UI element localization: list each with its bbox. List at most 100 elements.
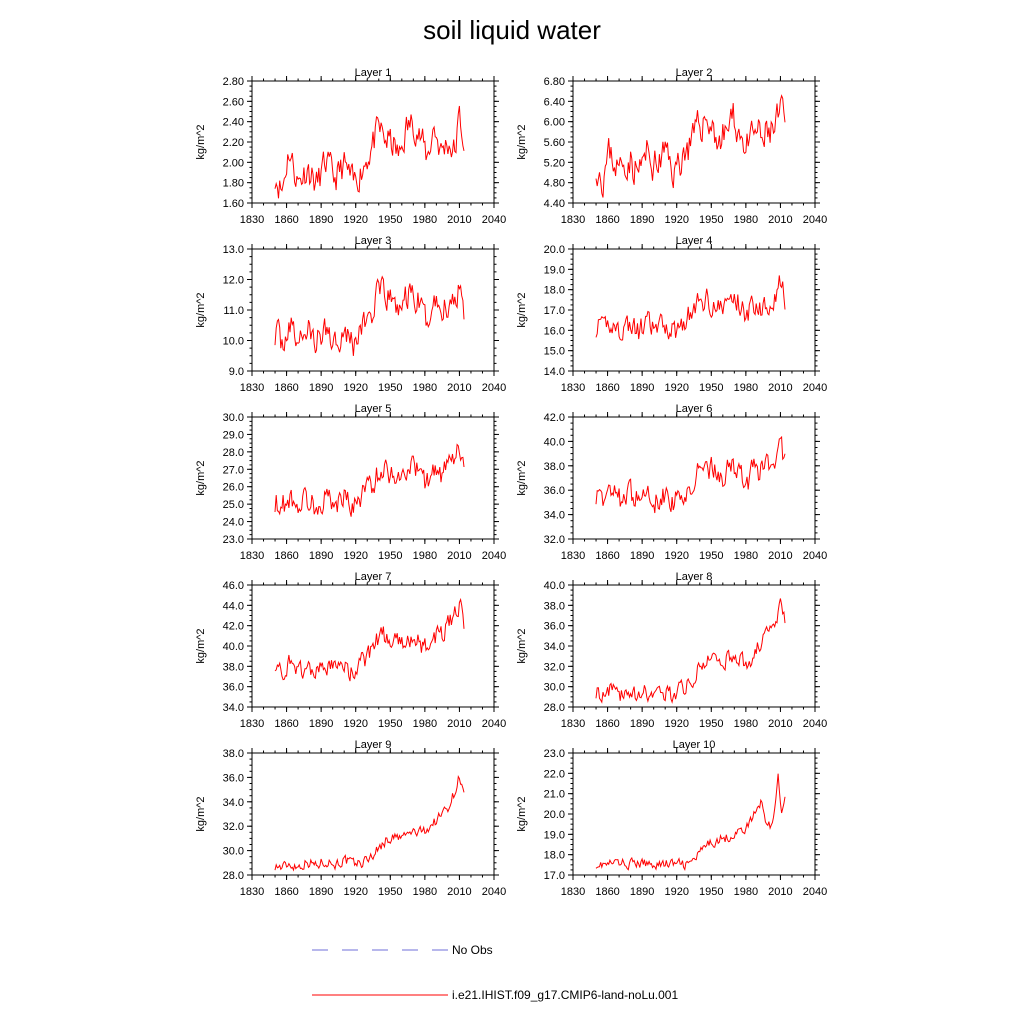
y-tick-label: 18.0 [544, 850, 565, 862]
chart-panel-4: Layer 4 1830 1860 1890 1920 1950 1980 2010 2040 1… [516, 235, 827, 394]
y-axis-label: kg/m^2 [516, 460, 528, 495]
x-tick-label: 1860 [595, 382, 619, 394]
legend-line-model-run [312, 994, 448, 996]
x-tick-label: 1890 [630, 718, 654, 730]
y-tick-label: 2.40 [223, 117, 244, 129]
y-axis-label: kg/m^2 [195, 460, 207, 495]
y-tick-label: 42.0 [544, 412, 565, 424]
chart-panel-2: Layer 2 1830 1860 1890 1920 1950 1980 2010 2040 4… [516, 67, 827, 226]
y-tick-label: 32.0 [223, 821, 244, 833]
y-tick-label: 34.0 [544, 510, 565, 522]
x-tick-label: 1890 [630, 550, 654, 562]
x-tick-label: 1860 [595, 550, 619, 562]
y-tick-label: 20.0 [544, 809, 565, 821]
y-axis-label: kg/m^2 [516, 292, 528, 327]
y-tick-label: 36.0 [223, 682, 244, 694]
x-tick-label: 1830 [561, 214, 585, 226]
x-tick-label: 1950 [378, 382, 402, 394]
chart-panel-5: Layer 5 1830 1860 1890 1920 1950 1980 2010 2040 2… [195, 403, 506, 562]
x-tick-label: 1890 [630, 886, 654, 898]
plot-frame [572, 416, 816, 540]
y-tick-label: 9.0 [229, 366, 244, 378]
y-tick-label: 30.0 [223, 846, 244, 858]
plot-frame [251, 584, 495, 708]
y-tick-label: 2.00 [223, 157, 244, 169]
series-line [595, 773, 786, 872]
y-tick-label: 38.0 [544, 461, 565, 473]
x-tick-label: 1980 [413, 886, 437, 898]
x-tick-label: 2010 [768, 382, 792, 394]
chart-panel-8: Layer 8 1830 1860 1890 1920 1950 1980 2010 2040 2… [516, 571, 827, 730]
series-line [274, 443, 465, 517]
panel-title: Layer 7 [355, 571, 392, 583]
legend-item-no-obs: No Obs [0, 940, 1024, 960]
x-tick-label: 1890 [309, 550, 333, 562]
y-tick-label: 5.20 [544, 157, 565, 169]
y-tick-label: 38.0 [223, 748, 244, 760]
x-tick-label: 1890 [309, 382, 333, 394]
x-tick-label: 1860 [274, 382, 298, 394]
x-tick-label: 1920 [664, 886, 688, 898]
x-tick-label: 2010 [447, 214, 471, 226]
x-tick-label: 1950 [699, 382, 723, 394]
y-tick-label: 6.00 [544, 117, 565, 129]
panel-title: Layer 4 [676, 235, 713, 247]
x-tick-label: 1980 [734, 718, 758, 730]
legend-label-model-run: i.e21.IHIST.f09_g17.CMIP6-land-noLu.001 [452, 988, 679, 1002]
chart-panel-6: Layer 6 1830 1860 1890 1920 1950 1980 2010 2040 3… [516, 403, 827, 562]
x-tick-label: 2010 [447, 886, 471, 898]
chart-panel-9: Layer 9 1830 1860 1890 1920 1950 1980 2010 2040 2… [195, 739, 506, 898]
y-tick-label: 6.80 [544, 76, 565, 88]
y-tick-label: 38.0 [223, 661, 244, 673]
x-tick-label: 2010 [768, 214, 792, 226]
y-tick-label: 36.0 [544, 621, 565, 633]
y-tick-label: 10.0 [223, 336, 244, 348]
x-tick-label: 1950 [699, 886, 723, 898]
legend-label-no-obs: No Obs [452, 943, 493, 957]
y-tick-label: 40.0 [544, 580, 565, 592]
y-tick-label: 17.0 [544, 305, 565, 317]
panel-title: Layer 3 [355, 235, 392, 247]
panel-title: Layer 10 [673, 739, 716, 751]
x-tick-label: 1920 [343, 718, 367, 730]
x-tick-label: 1830 [240, 382, 264, 394]
y-axis-label: kg/m^2 [195, 292, 207, 327]
x-tick-label: 1830 [561, 382, 585, 394]
x-tick-label: 1950 [699, 550, 723, 562]
y-tick-label: 23.0 [223, 534, 244, 546]
x-tick-label: 1830 [240, 886, 264, 898]
x-tick-label: 2040 [482, 718, 506, 730]
series-line [274, 105, 465, 199]
x-tick-label: 2010 [768, 550, 792, 562]
x-tick-label: 1950 [378, 214, 402, 226]
chart-panel-1: Layer 1 1830 1860 1890 1920 1950 1980 2010 2040 1… [195, 67, 506, 226]
y-tick-label: 46.0 [223, 580, 244, 592]
y-tick-label: 34.0 [544, 641, 565, 653]
x-tick-label: 1950 [378, 886, 402, 898]
x-tick-label: 1920 [343, 382, 367, 394]
y-tick-label: 4.40 [544, 198, 565, 210]
y-tick-label: 22.0 [544, 768, 565, 780]
panel-title: Layer 2 [676, 67, 713, 79]
series-line [274, 775, 465, 872]
y-tick-label: 17.0 [544, 870, 565, 882]
plot-frame [572, 248, 816, 372]
y-tick-label: 21.0 [544, 789, 565, 801]
y-tick-label: 44.0 [223, 600, 244, 612]
x-tick-label: 1830 [240, 550, 264, 562]
y-axis-label: kg/m^2 [516, 124, 528, 159]
y-tick-label: 32.0 [544, 661, 565, 673]
x-tick-label: 2010 [447, 718, 471, 730]
y-axis-label: kg/m^2 [195, 628, 207, 663]
y-tick-label: 12.0 [223, 275, 244, 287]
x-tick-label: 2040 [803, 214, 827, 226]
plot-frame [251, 80, 495, 204]
y-tick-label: 30.0 [544, 682, 565, 694]
y-tick-label: 2.20 [223, 137, 244, 149]
chart-panel-3: Layer 3 1830 1860 1890 1920 1950 1980 2010 2040 9… [195, 235, 506, 394]
y-axis-label: kg/m^2 [516, 796, 528, 831]
series-line [274, 275, 465, 356]
y-tick-label: 34.0 [223, 702, 244, 714]
page-title: soil liquid water [423, 15, 601, 45]
